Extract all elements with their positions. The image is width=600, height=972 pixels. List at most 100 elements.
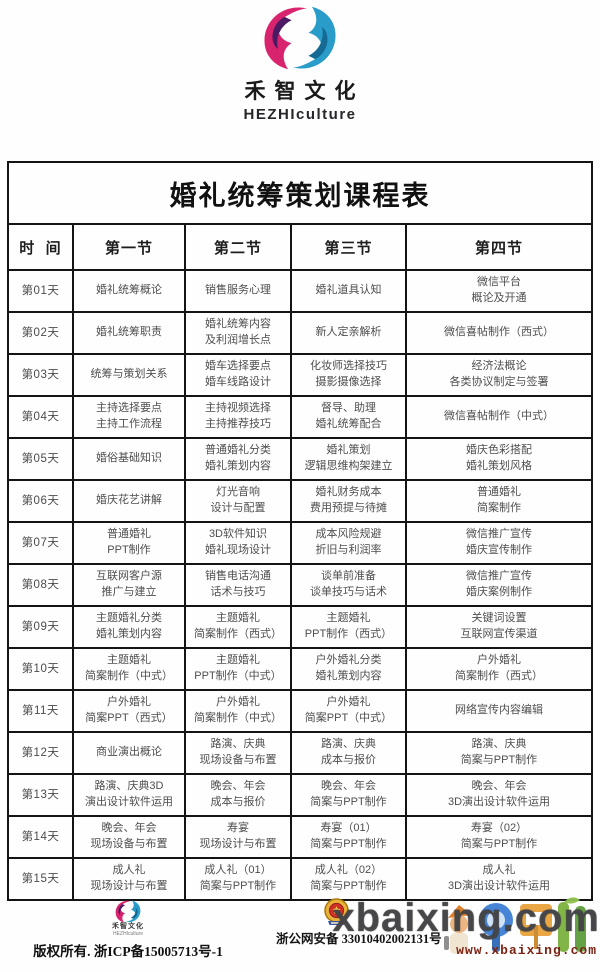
course-cell: 路演、庆典 简案与PPT制作 bbox=[404, 731, 594, 775]
table-row: 第15天 成人礼 现场设计与布置 成人礼（01） 简案与PPT制作 成人礼（02） 简… bbox=[6, 857, 594, 901]
col-header-sec1: 第一节 bbox=[71, 223, 186, 271]
course-cell: 晚会、年会 3D演出设计软件运用 bbox=[404, 773, 594, 817]
day-cell: 第10天 bbox=[6, 647, 74, 691]
course-cell: 成人礼（02） 简案与PPT制作 bbox=[289, 857, 407, 901]
table-row: 第04天 主持选择要点 主持工作流程 主持视频选择 主持推荐技巧 督导、助理 婚礼统筹… bbox=[6, 395, 594, 439]
course-cell: 主题婚礼 简案制作（中式） bbox=[71, 647, 186, 691]
course-cell: 主题婚礼 PPT制作（西式） bbox=[289, 605, 407, 649]
footer-brand-cn: 禾智文化 bbox=[112, 923, 144, 930]
table-row: 第11天 户外婚礼 简案PPT（西式） 户外婚礼 简案制作（中式） 户外婚礼 简案PP… bbox=[6, 689, 594, 733]
course-cell: 灯光音响 设计与配置 bbox=[183, 479, 292, 523]
course-cell: 督导、助理 婚礼统筹配合 bbox=[289, 395, 407, 439]
course-table: 婚礼统筹策划课程表 时 间 第一节 第二节 第三节 第四节 第01天 婚礼统筹概论… bbox=[6, 161, 594, 901]
course-cell: 寿宴（01） 简案与PPT制作 bbox=[289, 815, 407, 859]
course-cell: 微信喜帖制作（西式） bbox=[404, 311, 594, 355]
col-header-sec4: 第四节 bbox=[404, 223, 594, 271]
course-cell: 路演、庆典3D 演出设计软件运用 bbox=[71, 773, 186, 817]
course-cell: 主持视频选择 主持推荐技巧 bbox=[183, 395, 292, 439]
course-cell: 主题婚礼 简案制作（西式） bbox=[183, 605, 292, 649]
course-cell: 网络宣传内容编辑 bbox=[404, 689, 594, 733]
table-row: 第06天 婚庆花艺讲解 灯光音响 设计与配置 婚礼财务成本 费用预提与待摊 普通婚礼 简… bbox=[6, 479, 594, 523]
title-row: 婚礼统筹策划课程表 bbox=[6, 161, 594, 225]
brand-name-en: HEZHIculture bbox=[243, 106, 357, 123]
police-badge-icon bbox=[324, 898, 349, 925]
table-title: 婚礼统筹策划课程表 bbox=[6, 161, 594, 225]
course-cell: 成人礼 3D演出设计软件运用 bbox=[404, 857, 594, 901]
course-cell: 商业演出概论 bbox=[71, 731, 186, 775]
course-cell: 3D软件知识 婚礼现场设计 bbox=[183, 521, 292, 565]
course-cell: 谈单前准备 谈单技巧与话术 bbox=[289, 563, 407, 607]
course-cell: 微信推广宣传 婚庆案例制作 bbox=[404, 563, 594, 607]
footer-logo-icon bbox=[115, 900, 141, 923]
course-cell: 婚庆色彩搭配 婚礼策划风格 bbox=[404, 437, 594, 481]
course-cell: 晚会、年会 现场设备与布置 bbox=[71, 815, 186, 859]
course-cell: 新人定亲解析 bbox=[289, 311, 407, 355]
day-cell: 第15天 bbox=[6, 857, 74, 901]
course-cell: 销售电话沟通 话术与技巧 bbox=[183, 563, 292, 607]
footer-brand-en: HEZHIculture bbox=[112, 930, 143, 937]
course-cell: 路演、庆典 成本与报价 bbox=[289, 731, 407, 775]
course-cell: 婚礼统筹概论 bbox=[71, 269, 186, 313]
course-cell: 成人礼 现场设计与布置 bbox=[71, 857, 186, 901]
table-row: 第02天 婚礼统筹职责 婚礼统筹内容 及利润增长点 新人定亲解析 微信喜帖制作（西式） bbox=[6, 311, 594, 355]
col-header-sec3: 第三节 bbox=[289, 223, 407, 271]
watermark: xbaixing.com www.xbaixing.com bbox=[200, 892, 600, 972]
col-header-sec2: 第二节 bbox=[183, 223, 292, 271]
course-cell: 婚庆花艺讲解 bbox=[71, 479, 186, 523]
table-row: 第14天 晚会、年会 现场设备与布置 寿宴 现场设计与布置 寿宴（01） 简案与PPT… bbox=[6, 815, 594, 859]
course-table-body: 第01天 婚礼统筹概论 销售服务心理 婚礼道具认知 微信平台 概论及开通 第02天 婚礼统筹… bbox=[6, 269, 594, 901]
course-cell: 关键词设置 互联网宣传渠道 bbox=[404, 605, 594, 649]
hezhi-logo-icon bbox=[264, 6, 336, 70]
watermark-url: www.xbaixing.com bbox=[456, 943, 597, 958]
course-cell: 主持选择要点 主持工作流程 bbox=[71, 395, 186, 439]
course-cell: 成本风险规避 折旧与利润率 bbox=[289, 521, 407, 565]
course-cell: 户外婚礼分类 婚礼策划内容 bbox=[289, 647, 407, 691]
col-header-time: 时 间 bbox=[6, 223, 74, 271]
table-row: 第09天 主题婚礼分类 婚礼策划内容 主题婚礼 简案制作（西式） 主题婚礼 PPT制作… bbox=[6, 605, 594, 649]
course-cell: 婚车选择要点 婚车线路设计 bbox=[183, 353, 292, 397]
course-cell: 婚礼策划 逻辑思维构架建立 bbox=[289, 437, 407, 481]
table-row: 第13天 路演、庆典3D 演出设计软件运用 晚会、年会 成本与报价 晚会、年会 简案与… bbox=[6, 773, 594, 817]
day-cell: 第04天 bbox=[6, 395, 74, 439]
course-cell: 成人礼（01） 简案与PPT制作 bbox=[183, 857, 292, 901]
day-cell: 第11天 bbox=[6, 689, 74, 733]
table-row: 第10天 主题婚礼 简案制作（中式） 主题婚礼 PPT制作（中式） 户外婚礼分类 婚礼… bbox=[6, 647, 594, 691]
course-cell: 户外婚礼 简案PPT（西式） bbox=[71, 689, 186, 733]
course-cell: 婚礼统筹职责 bbox=[71, 311, 186, 355]
header-row: 时 间 第一节 第二节 第三节 第四节 bbox=[6, 223, 594, 271]
course-cell: 晚会、年会 简案与PPT制作 bbox=[289, 773, 407, 817]
course-cell: 微信推广宣传 婚庆宣传制作 bbox=[404, 521, 594, 565]
course-cell: 经济法概论 各类协议制定与签署 bbox=[404, 353, 594, 397]
course-cell: 化妆师选择技巧 摄影摄像选择 bbox=[289, 353, 407, 397]
day-cell: 第03天 bbox=[6, 353, 74, 397]
course-cell: 户外婚礼 简案制作（西式） bbox=[404, 647, 594, 691]
course-cell: 晚会、年会 成本与报价 bbox=[183, 773, 292, 817]
course-cell: 统筹与策划关系 bbox=[71, 353, 186, 397]
day-cell: 第08天 bbox=[6, 563, 74, 607]
brand-header: 禾智文化 HEZHIculture bbox=[0, 0, 600, 123]
day-cell: 第13天 bbox=[6, 773, 74, 817]
course-cell: 户外婚礼 简案PPT（中式） bbox=[289, 689, 407, 733]
course-cell: 主题婚礼分类 婚礼策划内容 bbox=[71, 605, 186, 649]
page-footer: 禾智文化 HEZHIculture 版权所有. 浙ICP备15005713号-1… bbox=[0, 892, 600, 972]
course-cell: 婚礼财务成本 费用预提与待摊 bbox=[289, 479, 407, 523]
course-cell: 寿宴 现场设计与布置 bbox=[183, 815, 292, 859]
table-row: 第07天 普通婚礼 PPT制作 3D软件知识 婚礼现场设计 成本风险规避 折旧与利润率… bbox=[6, 521, 594, 565]
course-cell: 婚礼统筹内容 及利润增长点 bbox=[183, 311, 292, 355]
course-cell: 微信平台 概论及开通 bbox=[404, 269, 594, 313]
day-cell: 第12天 bbox=[6, 731, 74, 775]
course-cell: 户外婚礼 简案制作（中式） bbox=[183, 689, 292, 733]
watermark-text: xbaixing.com bbox=[332, 896, 600, 940]
day-cell: 第02天 bbox=[6, 311, 74, 355]
table-row: 第03天 统筹与策划关系 婚车选择要点 婚车线路设计 化妆师选择技巧 摄影摄像选择 经济… bbox=[6, 353, 594, 397]
icp-number: 版权所有. 浙ICP备15005713号-1 bbox=[33, 943, 223, 959]
table-row: 第08天 互联网客户源 推广与建立 销售电话沟通 话术与技巧 谈单前准备 谈单技巧与话… bbox=[6, 563, 594, 607]
day-cell: 第06天 bbox=[6, 479, 74, 523]
course-cell: 路演、庆典 现场设备与布置 bbox=[183, 731, 292, 775]
watermark-logo-icon bbox=[444, 897, 586, 954]
course-cell: 婚俗基础知识 bbox=[71, 437, 186, 481]
course-cell: 寿宴（02） 简案与PPT制作 bbox=[404, 815, 594, 859]
day-cell: 第05天 bbox=[6, 437, 74, 481]
police-number: 浙公网安备 33010402002131号 bbox=[276, 932, 442, 946]
